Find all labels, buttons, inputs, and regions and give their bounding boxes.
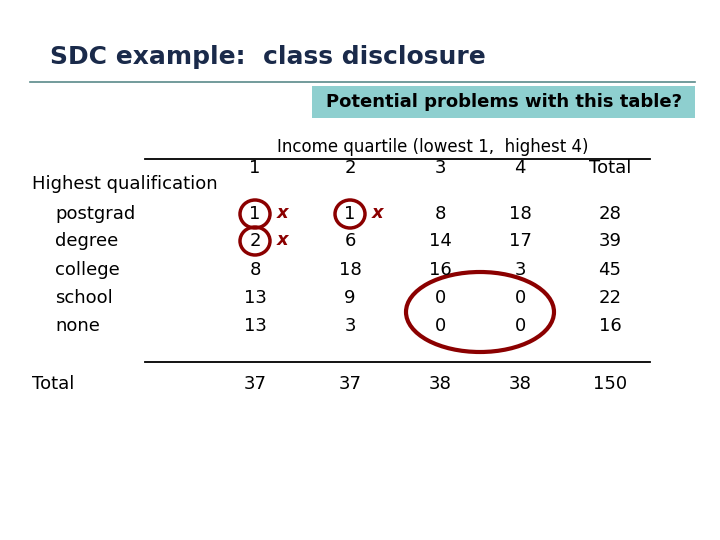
Text: 2: 2: [249, 232, 261, 250]
Text: 3: 3: [434, 159, 446, 177]
Text: 14: 14: [428, 232, 451, 250]
Text: 45: 45: [598, 261, 621, 279]
Text: degree: degree: [55, 232, 118, 250]
Text: 38: 38: [428, 375, 451, 393]
Text: x: x: [277, 231, 289, 249]
Text: 18: 18: [508, 205, 531, 223]
Text: 39: 39: [598, 232, 621, 250]
Text: 4: 4: [514, 159, 526, 177]
Text: 8: 8: [434, 205, 446, 223]
Text: Highest qualification: Highest qualification: [32, 175, 217, 193]
Text: 13: 13: [243, 289, 266, 307]
Text: 8: 8: [249, 261, 261, 279]
Text: x: x: [372, 204, 384, 222]
Text: 9: 9: [344, 289, 356, 307]
Text: Income quartile (lowest 1,  highest 4): Income quartile (lowest 1, highest 4): [276, 138, 588, 156]
Text: x: x: [277, 204, 289, 222]
Text: college: college: [55, 261, 120, 279]
Text: 2: 2: [344, 159, 356, 177]
Text: 0: 0: [514, 317, 526, 335]
Text: Potential problems with this table?: Potential problems with this table?: [325, 93, 682, 111]
Text: 3: 3: [514, 261, 526, 279]
Text: 16: 16: [598, 317, 621, 335]
Text: 37: 37: [338, 375, 361, 393]
Text: 150: 150: [593, 375, 627, 393]
Text: 3: 3: [344, 317, 356, 335]
Text: 18: 18: [338, 261, 361, 279]
Text: 6: 6: [344, 232, 356, 250]
Text: 22: 22: [598, 289, 621, 307]
Text: Total: Total: [32, 375, 74, 393]
FancyBboxPatch shape: [312, 86, 695, 118]
Text: 37: 37: [243, 375, 266, 393]
Text: school: school: [55, 289, 113, 307]
Text: Total: Total: [589, 159, 631, 177]
Text: 0: 0: [514, 289, 526, 307]
Text: 1: 1: [344, 205, 356, 223]
Text: 1: 1: [249, 159, 261, 177]
Text: postgrad: postgrad: [55, 205, 135, 223]
Text: 38: 38: [508, 375, 531, 393]
Text: 28: 28: [598, 205, 621, 223]
Text: none: none: [55, 317, 100, 335]
Text: 1: 1: [249, 205, 261, 223]
Text: 0: 0: [434, 317, 446, 335]
Text: 17: 17: [508, 232, 531, 250]
Text: 13: 13: [243, 317, 266, 335]
Text: 16: 16: [428, 261, 451, 279]
Text: 0: 0: [434, 289, 446, 307]
Text: SDC example:  class disclosure: SDC example: class disclosure: [50, 45, 486, 69]
